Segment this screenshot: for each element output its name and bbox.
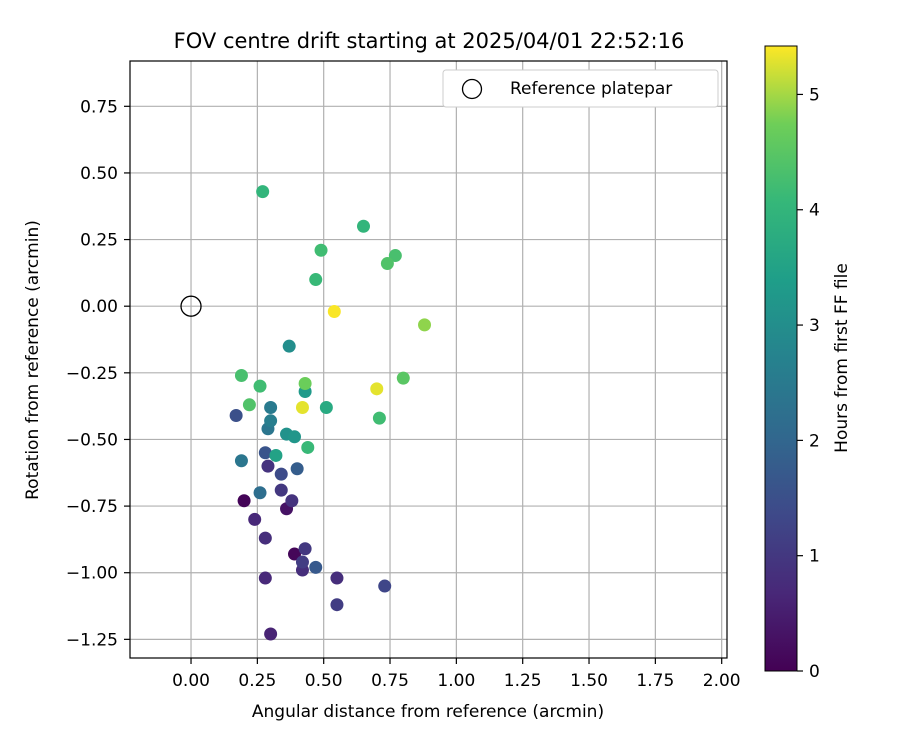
y-tick-label: 0.50 xyxy=(80,164,118,184)
x-tick-label: 1.00 xyxy=(437,671,475,691)
y-tick-label: −0.25 xyxy=(66,364,118,384)
reference-marker-group xyxy=(180,295,202,317)
x-tick-label: 1.25 xyxy=(504,671,542,691)
y-tick-label: −0.75 xyxy=(66,497,118,517)
data-point xyxy=(388,249,402,263)
y-tick-label: −0.50 xyxy=(66,430,118,450)
data-point xyxy=(234,454,248,468)
data-point xyxy=(253,486,267,500)
y-tick-label: 0.75 xyxy=(80,97,118,117)
x-tick-label: 0.75 xyxy=(371,671,409,691)
data-point xyxy=(264,414,278,428)
data-point xyxy=(261,459,275,473)
colorbar-ticks: 0 1 2 3 4 5 xyxy=(797,85,820,682)
x-tick-label: 0.00 xyxy=(172,671,210,691)
data-point xyxy=(396,371,410,385)
data-point xyxy=(295,400,309,414)
data-point xyxy=(290,462,304,476)
y-tick-label: 0.00 xyxy=(80,297,118,317)
colorbar-tick-label: 1 xyxy=(809,547,820,567)
data-point xyxy=(229,408,243,422)
colorbar-tick-label: 5 xyxy=(809,85,820,105)
data-point xyxy=(295,555,309,569)
colorbar-tick-label: 4 xyxy=(809,201,820,221)
x-tick-label: 2.00 xyxy=(703,671,741,691)
x-tick-label: 0.50 xyxy=(305,671,343,691)
reference-platepar-marker xyxy=(180,295,202,317)
legend-label: Reference platepar xyxy=(510,79,672,99)
colorbar-label: Hours from first FF file xyxy=(832,263,852,453)
data-point xyxy=(248,512,262,526)
data-point xyxy=(234,368,248,382)
data-point xyxy=(288,547,302,561)
data-point xyxy=(298,542,312,556)
colorbar-tick-label: 2 xyxy=(809,431,820,451)
x-tick-label: 1.50 xyxy=(570,671,608,691)
data-point xyxy=(370,382,384,396)
data-point xyxy=(264,627,278,641)
chart-title: FOV centre drift starting at 2025/04/01 … xyxy=(174,29,685,53)
x-axis-label: Angular distance from reference (arcmin) xyxy=(252,702,604,722)
data-points xyxy=(229,185,432,641)
data-point xyxy=(269,448,283,462)
data-point xyxy=(301,440,315,454)
data-point xyxy=(258,531,272,545)
data-point xyxy=(264,400,278,414)
data-point xyxy=(378,579,392,593)
data-point xyxy=(253,379,267,393)
colorbar-tick-label: 0 xyxy=(809,662,820,682)
grid xyxy=(130,61,727,658)
data-point xyxy=(330,571,344,585)
data-point xyxy=(372,411,386,425)
data-point xyxy=(418,318,432,332)
data-point xyxy=(356,219,370,233)
colorbar: 0 1 2 3 4 5 Hours from first FF file xyxy=(764,45,852,682)
y-tick-label: −1.25 xyxy=(66,630,118,650)
legend-box xyxy=(442,69,719,108)
legend-marker xyxy=(461,78,483,100)
y-tick-label: 0.25 xyxy=(80,231,118,251)
data-point xyxy=(327,305,341,319)
data-point xyxy=(309,273,323,287)
data-point xyxy=(258,571,272,585)
x-tick-label: 1.75 xyxy=(636,671,674,691)
data-point xyxy=(380,257,394,271)
data-point xyxy=(288,430,302,444)
plot-frame xyxy=(129,60,728,659)
data-point xyxy=(282,339,296,353)
data-point xyxy=(274,467,288,481)
colorbar-gradient xyxy=(764,45,798,672)
data-point xyxy=(274,483,288,497)
x-tick-label: 0.25 xyxy=(238,671,276,691)
data-point xyxy=(314,243,328,257)
data-point xyxy=(256,185,270,199)
y-axis-label: Rotation from reference (arcmin) xyxy=(23,220,43,500)
data-point xyxy=(309,560,323,574)
data-point xyxy=(319,400,333,414)
data-point xyxy=(330,598,344,612)
data-point xyxy=(298,376,312,390)
x-axis-ticks: 0.00 0.25 0.50 0.75 1.00 1.25 1.50 1.75 2.00 xyxy=(172,658,741,691)
data-point xyxy=(258,446,272,460)
legend: Reference platepar xyxy=(442,69,719,108)
y-axis-ticks: 0.75 0.50 0.25 0.00 −0.25 −0.50 −0.75 −1.00 −1.2… xyxy=(66,97,130,650)
data-point xyxy=(285,494,299,508)
y-tick-label: −1.00 xyxy=(66,564,118,584)
data-point xyxy=(242,398,256,412)
data-point xyxy=(237,494,251,508)
colorbar-tick-label: 3 xyxy=(809,316,820,336)
